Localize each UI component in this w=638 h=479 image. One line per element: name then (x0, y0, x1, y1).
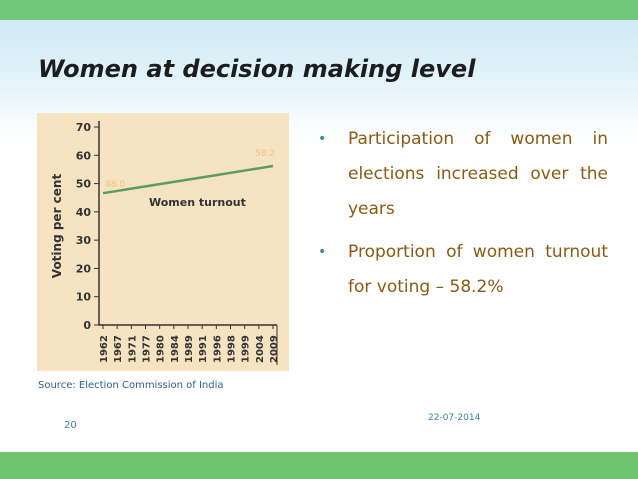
y-tick-label: 10 (76, 291, 92, 304)
x-tick-label: 1971 (127, 335, 138, 363)
bullet-text: Participation of women in elections incr… (348, 129, 608, 219)
x-tick-label: 1996 (212, 335, 223, 363)
x-tick-label: 1967 (113, 335, 124, 363)
x-tick-label: 1998 (227, 335, 238, 363)
x-tick-label: 1991 (198, 335, 209, 363)
x-tick-label: 1989 (184, 335, 195, 363)
bullet-item: • Proportion of women turnout for voting… (318, 235, 608, 305)
y-tick-label: 50 (76, 178, 92, 191)
bullet-item: • Participation of women in elections in… (318, 122, 608, 227)
top-band (0, 0, 638, 20)
slide-number: 20 (64, 420, 77, 431)
bullet-icon: • (318, 244, 327, 260)
turnout-chart: 0 10 20 30 40 50 60 70 Voting per cent 1962 1967 19… (37, 113, 289, 371)
y-tick-label: 60 (76, 149, 92, 162)
x-tick-label: 1984 (170, 335, 181, 363)
series-line (102, 164, 274, 195)
start-data-label: 48.0 (105, 180, 125, 190)
x-tick-label: 1999 (241, 335, 252, 363)
end-data-label: 58.2 (255, 149, 275, 159)
x-tick-label: 1977 (142, 335, 153, 363)
x-tick-label: 2009 (269, 335, 280, 363)
slide-date: 22-07-2014 (428, 413, 481, 423)
y-tick-label: 40 (76, 206, 92, 219)
y-tick-label: 20 (76, 262, 92, 275)
y-tick-label: 30 (76, 234, 92, 247)
bullet-icon: • (318, 131, 327, 147)
bottom-band (0, 452, 638, 479)
x-tick-label: 2004 (255, 335, 266, 363)
x-tick-label: 1980 (156, 335, 167, 363)
x-tick-label: 1962 (99, 335, 110, 363)
slide-title: Women at decision making level (38, 55, 476, 83)
y-tick-label: 0 (83, 319, 91, 332)
y-tick-label: 70 (76, 121, 92, 134)
series-name-label: Women turnout (149, 196, 246, 209)
bullet-list: • Participation of women in elections in… (318, 122, 608, 313)
y-axis-label: Voting per cent (50, 174, 64, 279)
chart-source: Source: Election Commission of India (38, 380, 224, 391)
bullet-text: Proportion of women turnout for voting –… (348, 242, 608, 297)
